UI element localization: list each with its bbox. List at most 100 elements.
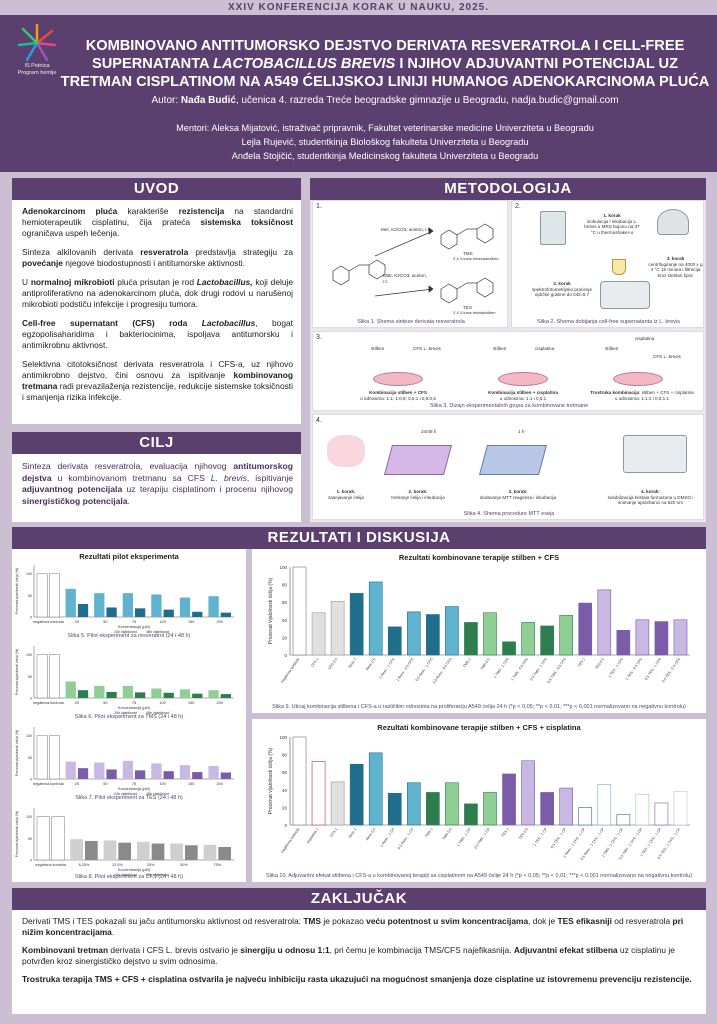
combo-bar [559,787,574,826]
fig3-combo-3: Trostruka kombinacija: stilben + CFS + c… [590,390,694,401]
combo-tick-label: negativna kontrola [280,657,300,683]
combo2-title: Rezultati kombinovane terapije stilben +… [377,723,581,732]
cilj-text: Sinteza derivata resveratrola, evaluacij… [22,461,294,506]
pilot-bar [208,766,219,779]
pilot-bar [122,760,133,779]
combo-bar [445,606,459,656]
plate-reader-icon [623,435,687,473]
pilot-bar [118,842,131,860]
pilot-tick-label: negativna kontrola [33,782,65,786]
pilot-bar [163,692,174,698]
pilot-bar [179,597,191,617]
pilot-bar [151,843,165,860]
pilot-tick-label: 200 [217,620,223,624]
fig6-caption: Slika 6. Pilot eksperiment za TMS (24 i … [74,714,184,720]
combo-tick-label: TMS 1 [462,657,471,668]
pilot-ytick: 50 [28,594,32,598]
pilot-ytick: 100 [26,815,32,819]
combo-bar [311,761,326,826]
pilot-ytick: 100 [26,572,32,576]
pilot-tick-label: 150 [188,701,194,705]
spectrophotometer-icon [600,281,650,309]
combo-bar [406,782,421,826]
uvod-p3: U normalnoj mikrobioti pluća prisutan je… [22,277,294,309]
pilot-xlabel: Koncentracija (µM) [118,868,151,872]
pilot-ytick: 0 [30,697,32,701]
combo-bar [464,622,478,656]
fig1-product-tes-name: 3',4',5-trans-trietoksistilben [453,311,496,315]
pilot-ytick: 0 [30,859,32,863]
pilot-charts-svg: negativna kontrola 25 50 75 100 150 200 Koncent… [15,565,234,877]
combo-tick-label: 0.5 TMS : 1 CFS [529,657,548,682]
conference-banner: XXIV KONFERENCIJA KORAK U NAUKU, 2025. [0,0,717,15]
pilot-bar [163,771,174,779]
pilot-bar [49,573,60,618]
pilot-bar [94,593,105,617]
combo-tick-label: TMS 0.5 [480,657,491,670]
combo-ytick: 80 [282,753,288,758]
combo-bar [578,602,593,656]
logo-line1: IS Petnica [24,63,50,69]
pilot-bar [65,761,76,779]
pilot-tick-label: 150 [188,620,194,624]
pilot-bar [137,841,150,860]
figure-4-mtt: 4. 24/48 h 1 h 1. korak: zasejavanje ćeli… [312,414,704,520]
metodologija-panel: METODOLOGIJA 1. MeI, K2CO3, aceton, r.t.… [310,178,706,522]
uvod-p4: Cell-free supernatant (CFS) roda Lactoba… [22,318,293,350]
combo-tick-label: CFS 1 [329,827,338,838]
pilot-tick-label: 75% [214,863,222,867]
pilot-tick-label: 100 [159,620,165,624]
cilj-panel: CILJ Sinteza derivata resveratrola, eval… [12,432,301,522]
combo1-title: Rezultati kombinovane terapije stilben +… [398,553,560,562]
pilot-tick-label: 75 [132,782,136,786]
petri-dish-1 [373,372,423,386]
combo-bar [502,641,516,656]
mentor-2: Lejla Rujević, studentkinja Biološkog fa… [241,137,529,147]
pilot-ylabel: Procenat vijabilnosti ćelija (%) [15,568,19,615]
pilot-bar [36,573,48,618]
author-line: Autor: Nađa Budić, učenica 4. razreda Tr… [151,95,619,106]
combo-bar [540,792,554,826]
pilot-xlabel: Koncentracija (µM) [118,625,151,629]
combo-tick-label: 1 Resv : 1 CFS [378,657,396,680]
petri-dish-2 [498,372,548,386]
pilot-ytick: 100 [26,653,32,657]
combo-bar [483,612,497,656]
pilot-bar [94,762,105,779]
pilot-legend-24: 24h vijabilnost [114,792,137,796]
zakljucak-heading: ZAKLJUČAK [12,888,706,910]
combo-ytick: 100 [279,565,287,570]
combo-tick-label: 0.5 Resv : 0.5 CFS [432,657,453,685]
combo-bar [330,601,345,656]
pilot-tick-label: 50 [103,701,107,705]
pilot-legend-24: 24h vijabilnost [114,630,137,634]
combo-panel-2: Rezultati kombinovane terapije stilben +… [252,719,706,882]
combo-bar [654,621,669,656]
fig4-caption: Slika 4. Shema procedure MTT eseja [463,511,555,517]
combo-bar [597,589,612,656]
pilot-bar [135,608,146,617]
fig2-step3: 3. korak centrifugiranje na 4000 x g 4 °C… [648,256,703,278]
combo-bar [654,802,669,826]
pilot-bar [192,611,203,617]
mentor-1: Mentori: Aleksa Mijatović, istraživač pr… [176,123,594,133]
logo-line2: Program hemije [17,70,57,76]
combo-tick-label: TES 1 [577,657,586,667]
zakljucak-panel: Derivati TMS i TES pokazali su jaču anti… [12,910,706,1014]
combo-bar [464,803,478,826]
fig3-cisplatina-1: cisplatina [535,346,555,351]
combo-bar [349,593,364,656]
well-plate-icon-2 [478,445,548,475]
combo-tick-label: 0.5 Resv : 1 CP [397,827,415,850]
pilot-tick-label: 200 [217,782,223,786]
pilot-tick-label: 100 [159,701,165,705]
combo-ytick: 100 [279,735,287,740]
combo-bar [502,773,516,826]
fig1-reagent-2: EtBr, K2CO3, aceton, r.t. [383,273,427,284]
fig3-caption: Slika 3. Dizajn eksperimentalnih grupa z… [429,403,589,409]
combo-bar [597,784,612,826]
pilot-ytick: 0 [30,616,32,620]
pilot-tick-label: 25 [75,782,79,786]
pilot-bar [36,654,48,699]
pilot-bar [208,690,219,698]
